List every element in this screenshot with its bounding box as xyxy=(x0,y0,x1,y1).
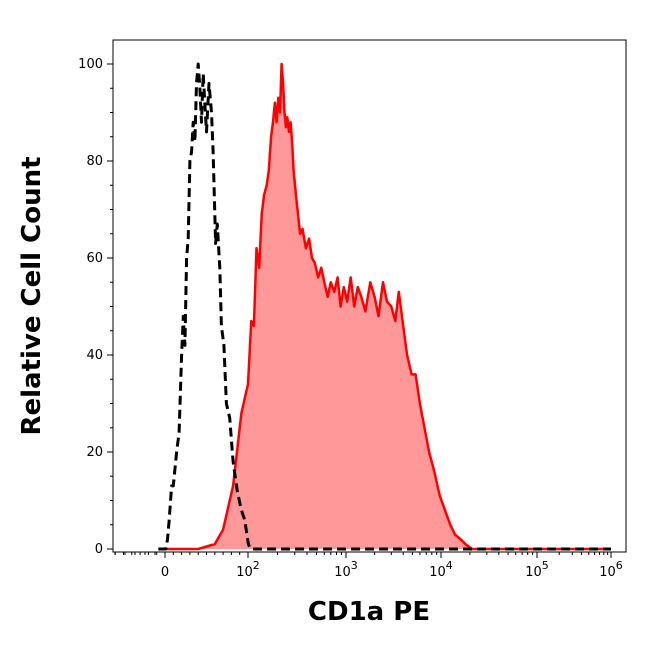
x-tick-label-1000000: 106 xyxy=(599,559,623,580)
y-tick-label-20: 20 xyxy=(86,445,103,460)
plot-frame xyxy=(112,39,627,553)
series-1-fill xyxy=(158,64,611,549)
y-axis-title: Relative Cell Count xyxy=(17,156,47,435)
x-tick-label-100000: 105 xyxy=(525,559,549,580)
series-0-line xyxy=(158,62,611,551)
y-tick-label-0: 0 xyxy=(95,542,103,557)
plot-area xyxy=(158,62,611,551)
y-tick-label-80: 80 xyxy=(86,154,103,169)
x-axis-title: CD1a PE xyxy=(308,597,430,627)
y-tick-label-60: 60 xyxy=(86,251,103,266)
x-tick-label-0: 0 xyxy=(161,565,169,580)
series-1-line xyxy=(158,62,611,551)
axes: 0 20 40 60 80 100 0 102 103 104 105 106 xyxy=(78,57,623,580)
x-tick-label-1000: 103 xyxy=(334,559,358,580)
y-tick-label-100: 100 xyxy=(78,57,103,72)
y-tick-label-40: 40 xyxy=(86,348,103,363)
x-tick-label-100: 102 xyxy=(236,559,260,580)
x-tick-label-10000: 104 xyxy=(429,559,453,580)
